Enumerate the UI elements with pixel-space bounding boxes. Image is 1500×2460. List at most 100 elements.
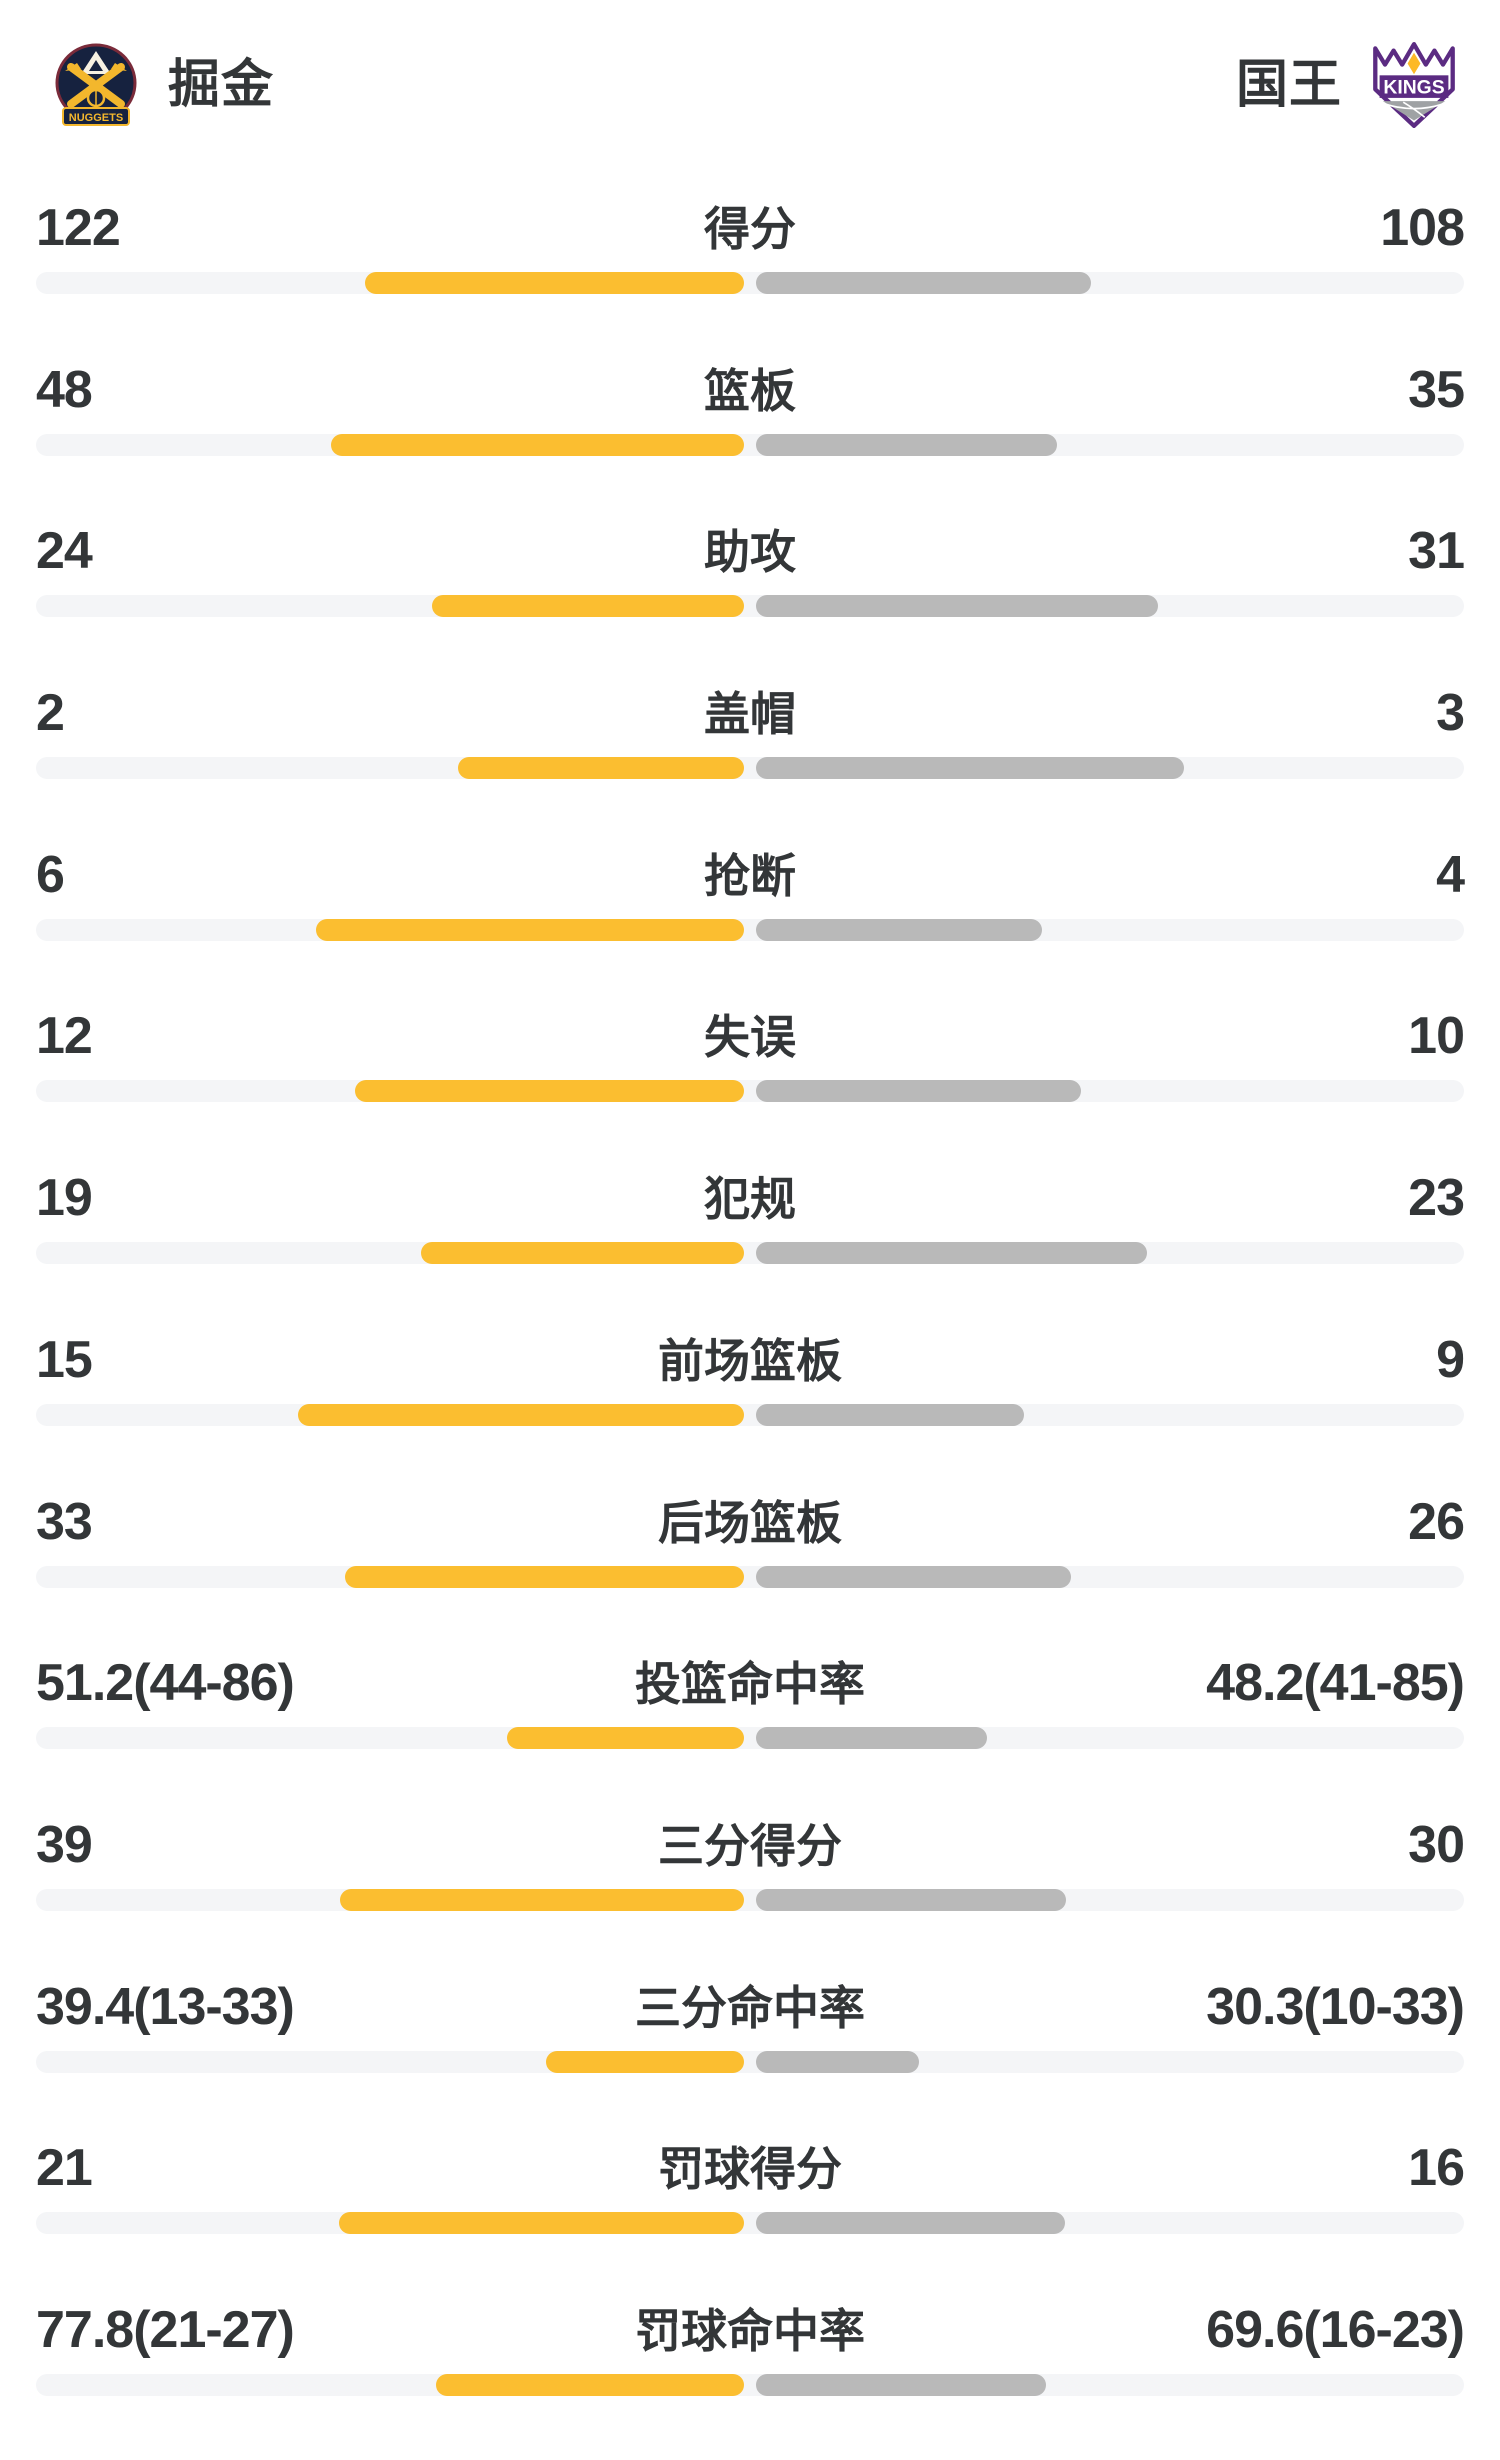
away-value: 30 <box>1408 1815 1465 1874</box>
away-value: 9 <box>1436 1330 1465 1389</box>
stat-row-turnovers: 12 失误 10 <box>36 1004 1465 1166</box>
home-bar <box>354 1080 744 1103</box>
away-bar <box>756 2212 1065 2235</box>
home-value: 15 <box>36 1330 93 1389</box>
stat-row-rebounds: 48 篮板 35 <box>36 358 1465 520</box>
home-value: 48 <box>36 360 93 419</box>
away-value: 69.6(16-23) <box>1206 2300 1465 2359</box>
stat-bar-track <box>36 272 1464 294</box>
stat-row-fouls: 19 犯规 23 <box>36 1166 1465 1328</box>
stat-bar-track <box>36 433 1464 456</box>
home-value: 33 <box>36 1492 93 1551</box>
stat-bar-track <box>36 2050 1464 2073</box>
home-bar <box>458 757 744 780</box>
home-value: 21 <box>36 2139 93 2198</box>
away-value: 23 <box>1408 1169 1465 1228</box>
away-team-header[interactable]: 国王 KINGS <box>1236 42 1458 128</box>
stat-row-three-point-pct: 39.4(13-33) 三分命中率 30.3(10-33) <box>36 1975 1465 2137</box>
home-bar <box>331 433 744 456</box>
home-bar <box>344 1565 744 1588</box>
stat-row-steals: 6 抢断 4 <box>36 843 1465 1005</box>
away-value: 4 <box>1436 845 1465 904</box>
stat-row-points: 122 得分 108 <box>36 196 1465 358</box>
home-value: 12 <box>36 1007 93 1066</box>
away-bar <box>756 2050 919 2073</box>
home-value: 51.2(44-86) <box>36 1654 295 1713</box>
stat-bar-track <box>36 1403 1464 1426</box>
home-bar <box>297 1403 744 1426</box>
away-value: 3 <box>1436 684 1465 743</box>
home-value: 122 <box>36 199 121 257</box>
away-bar <box>756 1565 1071 1588</box>
away-bar <box>756 1403 1024 1426</box>
kings-logo-icon: KINGS <box>1373 42 1455 128</box>
stat-label: 三分命中率 <box>635 1981 865 2034</box>
home-bar <box>506 1727 744 1750</box>
away-value: 16 <box>1408 2139 1465 2198</box>
kings-logo-text: KINGS <box>1383 77 1444 99</box>
away-bar <box>756 1080 1081 1103</box>
away-bar <box>756 1888 1067 1911</box>
home-bar <box>340 1888 744 1911</box>
home-bar <box>315 918 744 941</box>
home-bar <box>421 1242 744 1265</box>
home-team-name: 掘金 <box>168 56 275 114</box>
away-value: 31 <box>1408 522 1465 581</box>
stat-label: 投篮命中率 <box>635 1658 865 1711</box>
stat-label: 犯规 <box>704 1173 796 1226</box>
away-bar <box>756 1242 1147 1265</box>
away-value: 35 <box>1408 360 1465 419</box>
home-bar <box>435 2373 744 2396</box>
home-team-header[interactable]: NUGGETS 掘金 <box>52 42 274 128</box>
stat-label: 罚球命中率 <box>635 2304 865 2357</box>
away-bar <box>756 433 1058 456</box>
stat-bar-track <box>36 1565 1464 1588</box>
stat-label: 罚球得分 <box>658 2143 842 2196</box>
stat-label: 抢断 <box>704 849 796 902</box>
stat-label: 后场篮板 <box>658 1496 842 1549</box>
home-bar <box>365 272 744 294</box>
stat-bar-track <box>36 1080 1464 1103</box>
nuggets-logo-text: NUGGETS <box>69 112 123 124</box>
stat-label: 前场篮板 <box>658 1334 842 1387</box>
away-bar <box>756 2373 1046 2396</box>
away-bar <box>756 757 1185 780</box>
away-value: 10 <box>1408 1007 1465 1066</box>
away-value: 108 <box>1380 199 1465 257</box>
home-value: 6 <box>36 845 65 904</box>
home-value: 39.4(13-33) <box>36 1977 295 2036</box>
home-value: 19 <box>36 1169 93 1228</box>
nuggets-logo-icon: NUGGETS <box>55 43 137 126</box>
away-value: 30.3(10-33) <box>1206 1977 1465 2036</box>
home-value: 2 <box>36 684 65 743</box>
stat-label: 篮板 <box>704 364 796 417</box>
stat-row-defensive-rebounds: 33 后场篮板 26 <box>36 1490 1465 1652</box>
match-header: NUGGETS 掘金 国王 KINGS <box>0 0 1500 196</box>
stat-row-assists: 24 助攻 31 <box>36 519 1465 681</box>
home-bar <box>545 2050 744 2073</box>
home-value: 24 <box>36 522 93 581</box>
away-value: 26 <box>1408 1492 1465 1551</box>
stat-row-free-throw-points: 21 罚球得分 16 <box>36 2136 1465 2298</box>
stat-bar-track <box>36 918 1464 941</box>
home-bar <box>338 2212 744 2235</box>
away-value: 48.2(41-85) <box>1206 1654 1465 1713</box>
stat-bar-track <box>36 1242 1464 1265</box>
away-bar <box>756 1727 988 1750</box>
away-team-name: 国王 <box>1235 56 1342 114</box>
away-bar <box>756 272 1092 294</box>
stat-bar-track <box>36 1727 1464 1750</box>
home-value: 77.8(21-27) <box>36 2300 295 2359</box>
stat-label: 盖帽 <box>704 688 796 741</box>
stat-label: 三分得分 <box>658 1819 842 1872</box>
stat-bar-track <box>36 595 1464 618</box>
stat-row-offensive-rebounds: 15 前场篮板 9 <box>36 1328 1465 1490</box>
away-bar <box>756 595 1159 618</box>
stat-bar-track <box>36 2212 1464 2235</box>
stat-label: 助攻 <box>704 526 796 579</box>
stat-label: 得分 <box>704 203 796 255</box>
stat-row-field-goal-pct: 51.2(44-86) 投篮命中率 48.2(41-85) <box>36 1651 1465 1813</box>
away-bar <box>756 918 1042 941</box>
stat-row-three-point-points: 39 三分得分 30 <box>36 1813 1465 1975</box>
stat-bar-track <box>36 2373 1464 2396</box>
